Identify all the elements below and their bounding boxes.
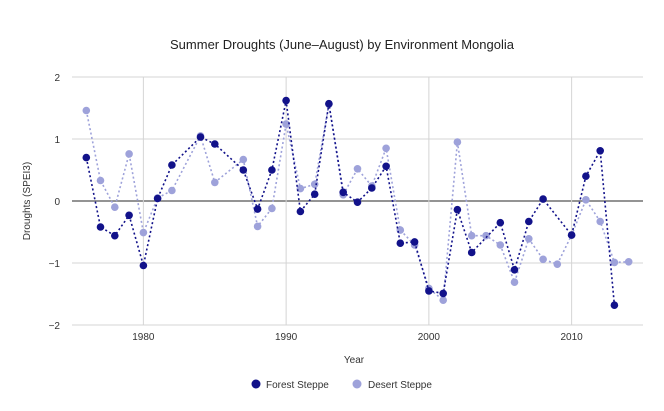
forest-steppe-point: [353, 198, 362, 206]
x-tick-label: 2010: [561, 332, 584, 343]
forest-steppe-series: [82, 96, 619, 310]
forest-steppe-point: [111, 231, 119, 240]
series-layer: [82, 96, 633, 310]
desert-steppe-point: [553, 260, 562, 269]
forest-steppe-point: [453, 205, 462, 214]
desert-steppe-point: [296, 184, 305, 193]
desert-steppe-point: [211, 178, 219, 187]
desert-steppe-point: [239, 155, 248, 164]
y-tick-label: −1: [49, 259, 61, 270]
forest-steppe-point: [339, 188, 348, 197]
axes: −2 −1 0 1 2 1980 1990 2000 2010: [49, 73, 584, 343]
x-tick-label: 1990: [275, 332, 298, 343]
desert-steppe-point: [525, 235, 533, 243]
desert-steppe-point: [510, 278, 519, 287]
legend-label-desert-steppe: Desert Steppe: [368, 380, 432, 391]
desert-steppe-point: [453, 138, 462, 146]
desert-steppe-point: [467, 231, 476, 240]
legend-label-forest-steppe: Forest Steppe: [266, 380, 329, 391]
forest-steppe-point: [539, 195, 547, 203]
legend-marker-forest-steppe: [251, 379, 261, 389]
x-axis-label: Year: [344, 355, 365, 366]
forest-steppe-point: [582, 172, 590, 180]
desert-steppe-point: [253, 222, 262, 231]
desert-steppe-point: [139, 228, 148, 237]
desert-steppe-point: [268, 204, 276, 213]
y-tick-label: 0: [54, 197, 60, 208]
desert-steppe-point: [582, 196, 590, 204]
desert-steppe-point: [96, 176, 105, 185]
forest-steppe-point: [325, 99, 333, 108]
forest-steppe-point: [310, 190, 319, 198]
desert-steppe-point: [624, 258, 633, 266]
desert-steppe-point: [596, 217, 604, 226]
desert-steppe-point: [125, 150, 133, 158]
forest-steppe-point: [139, 261, 148, 270]
forest-steppe-point: [82, 153, 91, 162]
forest-steppe-point: [382, 162, 390, 171]
legend: Forest Steppe Desert Steppe: [251, 379, 432, 391]
desert-steppe-point: [168, 186, 176, 195]
desert-steppe-point: [610, 258, 619, 267]
forest-steppe-point: [125, 211, 133, 220]
forest-steppe-point: [410, 238, 419, 246]
forest-steppe-point: [496, 218, 505, 227]
legend-item-forest-steppe: Forest Steppe: [251, 379, 329, 391]
desert-steppe-point: [439, 296, 448, 305]
forest-steppe-point: [211, 140, 219, 148]
desert-steppe-point: [382, 144, 390, 153]
desert-steppe-point: [310, 180, 319, 189]
desert-steppe-point: [82, 106, 91, 115]
forest-steppe-point: [168, 161, 176, 169]
forest-steppe-point: [425, 287, 433, 295]
forest-steppe-line: [85, 100, 616, 306]
forest-steppe-point: [239, 166, 248, 174]
desert-steppe-point: [496, 241, 505, 249]
forest-steppe-point: [610, 301, 619, 310]
y-tick-label: 2: [54, 73, 60, 84]
forest-steppe-point: [396, 239, 405, 247]
forest-steppe-point: [253, 205, 262, 213]
legend-marker-desert-steppe: [352, 379, 362, 389]
y-tick-label: 1: [54, 135, 60, 146]
desert-steppe-point: [539, 255, 547, 264]
legend-item-desert-steppe: Desert Steppe: [352, 379, 432, 391]
forest-steppe-point: [596, 147, 604, 155]
forest-steppe-point: [296, 207, 305, 216]
forest-steppe-point: [525, 217, 533, 226]
x-tick-label: 2000: [418, 332, 441, 343]
forest-steppe-point: [368, 184, 376, 192]
chart-title: Summer Droughts (June–August) by Environ…: [170, 37, 515, 52]
forest-steppe-point: [467, 248, 476, 257]
desert-steppe-point: [282, 120, 290, 128]
y-axis-label: Droughts (SPEI3): [22, 162, 33, 240]
forest-steppe-point: [510, 266, 519, 274]
desert-steppe-point: [353, 165, 362, 173]
x-tick-label: 1980: [132, 332, 155, 343]
forest-steppe-point: [567, 231, 576, 239]
forest-steppe-point: [282, 96, 290, 105]
desert-steppe-point: [482, 231, 490, 240]
forest-steppe-point: [153, 194, 162, 203]
desert-steppe-point: [111, 203, 119, 211]
forest-steppe-point: [96, 223, 105, 231]
y-tick-label: −2: [49, 321, 61, 332]
forest-steppe-point: [439, 289, 448, 298]
forest-steppe-point: [268, 166, 276, 174]
forest-steppe-point: [196, 133, 205, 141]
